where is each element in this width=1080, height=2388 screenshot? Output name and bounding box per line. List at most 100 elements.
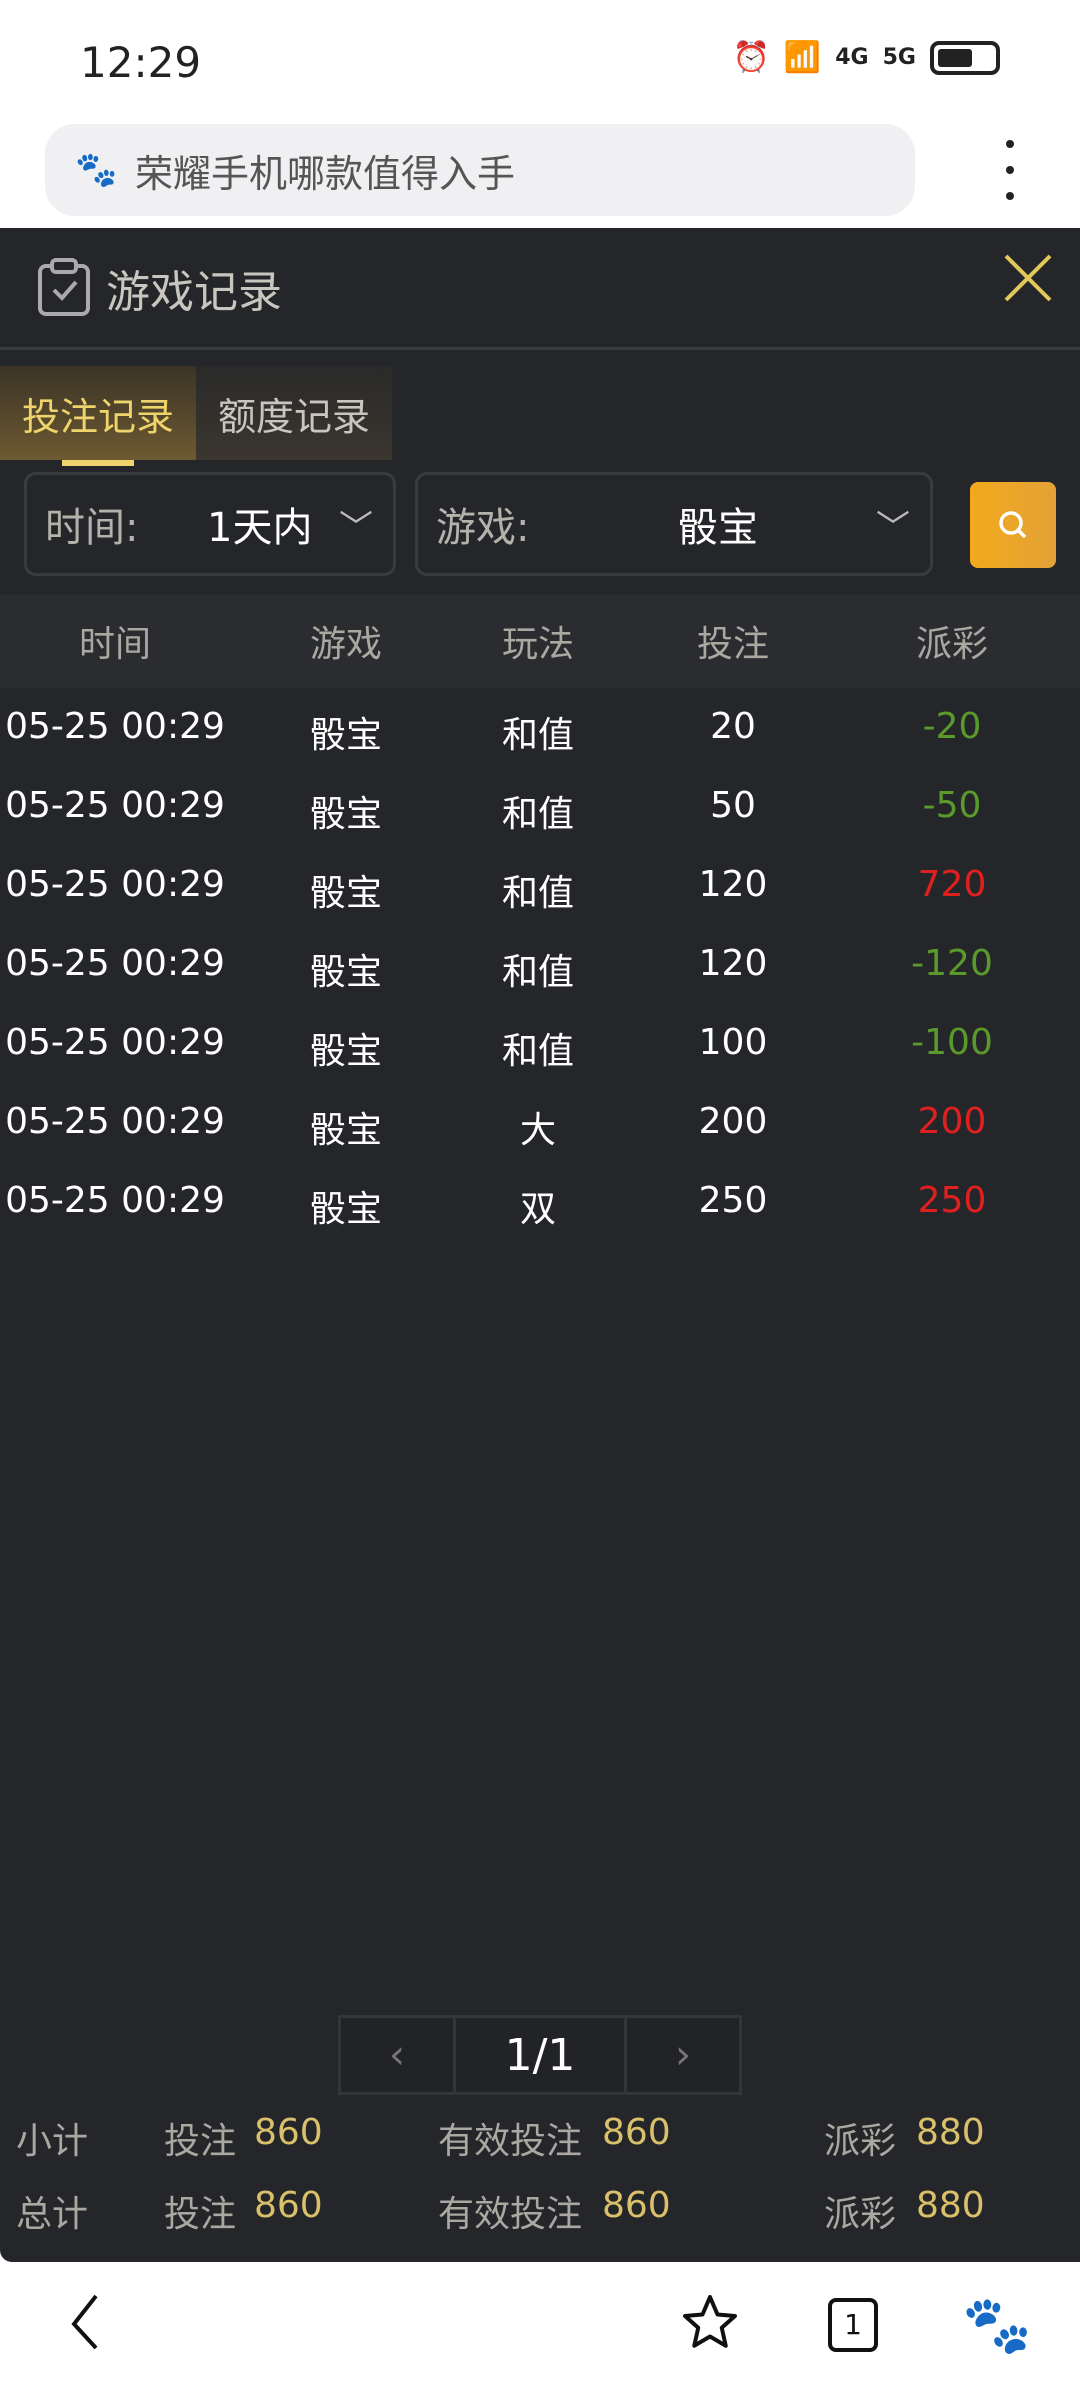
cell-bet: 120 [698, 864, 768, 905]
payout-value: 880 [916, 2112, 985, 2153]
table-row: 05-25 00:29 骰宝 大 200 200 [0, 1083, 1080, 1162]
cell-play: 双 [519, 1189, 556, 1230]
tab-credit-records[interactable]: 额度记录 [196, 366, 392, 460]
cell-payout: -100 [911, 1022, 993, 1063]
cell-bet: 200 [698, 1101, 768, 1142]
baidu-paw-icon[interactable]: 🐾 [962, 2293, 1032, 2358]
total-label: 总计 [16, 2194, 89, 2235]
table-row: 05-25 00:29 骰宝 双 250 250 [0, 1162, 1080, 1241]
page-indicator: 1/1 [453, 2018, 627, 2092]
prev-page-button[interactable]: ‹ [389, 2032, 405, 2078]
cell-play: 和值 [501, 794, 574, 835]
cell-time: 05-25 00:29 [5, 943, 225, 984]
back-icon[interactable] [66, 2292, 106, 2352]
clipboard-check-icon [38, 257, 90, 316]
payout-label: 派彩 [824, 2121, 897, 2162]
valid-bet-label: 有效投注 [438, 2194, 583, 2235]
cell-bet: 250 [698, 1180, 768, 1221]
close-icon [1004, 254, 1052, 302]
cell-game: 骰宝 [309, 873, 382, 914]
cell-game: 骰宝 [309, 715, 382, 756]
clock: 12:29 [80, 38, 202, 87]
cell-time: 05-25 00:29 [5, 785, 225, 826]
time-value: 1天内 [207, 505, 313, 551]
cell-bet: 120 [698, 943, 768, 984]
table-row: 05-25 00:29 骰宝 和值 100 -100 [0, 1004, 1080, 1083]
table-row: 05-25 00:29 骰宝 和值 20 -20 [0, 688, 1080, 767]
cell-play: 和值 [501, 715, 574, 756]
col-payout: 派彩 [915, 624, 988, 665]
cell-payout: -20 [922, 706, 982, 747]
cell-game: 骰宝 [309, 794, 382, 835]
cell-payout: 250 [917, 1180, 987, 1221]
more-menu-icon[interactable] [1000, 140, 1020, 200]
cell-payout: 720 [917, 864, 987, 905]
valid-bet-value: 860 [602, 2185, 671, 2226]
cell-bet: 100 [698, 1022, 768, 1063]
table-row: 05-25 00:29 骰宝 和值 50 -50 [0, 767, 1080, 846]
table-header: 时间 游戏 玩法 投注 派彩 [0, 594, 1080, 688]
cell-payout: -120 [911, 943, 993, 984]
cell-payout: 200 [917, 1101, 987, 1142]
bet-label: 投注 [164, 2121, 237, 2162]
col-time: 时间 [78, 624, 151, 665]
cell-play: 和值 [501, 952, 574, 993]
chevron-down-icon: ﹀ [339, 507, 373, 548]
wifi-icon: 📶 [783, 40, 822, 75]
next-page-button[interactable]: › [675, 2032, 691, 2078]
subtotal-row: 小计 投注 860 有效投注 860 派彩 880 [0, 2104, 1080, 2164]
payout-label: 派彩 [824, 2194, 897, 2235]
time-label: 时间: [45, 505, 139, 551]
cell-time: 05-25 00:29 [5, 1180, 225, 1221]
cell-game: 骰宝 [309, 1189, 382, 1230]
table-row: 05-25 00:29 骰宝 和值 120 720 [0, 846, 1080, 925]
battery-icon [930, 40, 1000, 75]
status-bar: 12:29 ⏰ 📶 4G 5G [0, 0, 1080, 120]
cell-time: 05-25 00:29 [5, 706, 225, 747]
cell-bet: 20 [710, 706, 756, 747]
star-icon[interactable] [680, 2292, 740, 2352]
panel-title: 游戏记录 [106, 266, 282, 318]
total-row: 总计 投注 860 有效投注 860 派彩 880 [0, 2177, 1080, 2237]
cell-time: 05-25 00:29 [5, 1101, 225, 1142]
pagination: ‹ 1/1 › [338, 2015, 742, 2095]
search-bar[interactable]: 🐾 荣耀手机哪款值得入手 [45, 124, 915, 216]
search-text: 荣耀手机哪款值得入手 [135, 151, 516, 196]
col-game: 游戏 [309, 624, 382, 665]
game-records-panel: 游戏记录 投注记录 额度记录 时间: 1天内 ﹀ 游戏: 骰宝 ﹀ 时间 游戏 … [0, 228, 1080, 2262]
search-button[interactable] [970, 482, 1056, 568]
subtotal-label: 小计 [16, 2121, 89, 2162]
browser-bottom-bar: 1 🐾 [0, 2262, 1080, 2388]
search-icon [999, 511, 1027, 539]
cell-play: 大 [519, 1110, 556, 1151]
signal-5g: 5G [882, 45, 916, 70]
time-select[interactable]: 时间: 1天内 ﹀ [24, 472, 396, 576]
col-bet: 投注 [696, 624, 769, 665]
cell-game: 骰宝 [309, 952, 382, 993]
valid-bet-value: 860 [602, 2112, 671, 2153]
bet-value: 860 [254, 2112, 323, 2153]
payout-value: 880 [916, 2185, 985, 2226]
alarm-icon: ⏰ [732, 40, 770, 75]
cell-play: 和值 [501, 1031, 574, 1072]
game-select[interactable]: 游戏: 骰宝 ﹀ [415, 472, 933, 576]
close-button[interactable] [1000, 250, 1056, 306]
baidu-icon: 🐾 [75, 150, 118, 190]
col-play: 玩法 [501, 624, 574, 665]
signal-4g: 4G [835, 45, 869, 70]
cell-time: 05-25 00:29 [5, 864, 225, 905]
game-value: 骰宝 [678, 505, 758, 551]
bet-value: 860 [254, 2185, 323, 2226]
tab-bet-records[interactable]: 投注记录 [0, 366, 196, 466]
cell-payout: -50 [922, 785, 982, 826]
cell-game: 骰宝 [309, 1031, 382, 1072]
table-row: 05-25 00:29 骰宝 和值 120 -120 [0, 925, 1080, 1004]
bet-label: 投注 [164, 2194, 237, 2235]
chevron-down-icon: ﹀ [876, 507, 910, 548]
game-label: 游戏: [436, 505, 530, 551]
valid-bet-label: 有效投注 [438, 2121, 583, 2162]
cell-time: 05-25 00:29 [5, 1022, 225, 1063]
tabs-button[interactable]: 1 [828, 2298, 878, 2352]
cell-play: 和值 [501, 873, 574, 914]
cell-bet: 50 [710, 785, 756, 826]
